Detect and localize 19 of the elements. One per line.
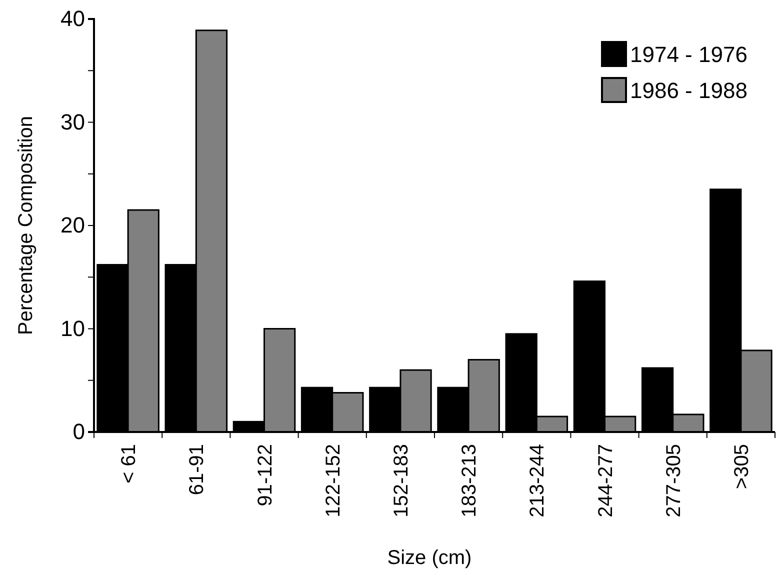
x-tick-label: 213-244 <box>526 444 549 518</box>
y-tick-label: 30 <box>60 109 85 134</box>
x-tick-label: 152-183 <box>390 444 412 518</box>
x-tick-label: 122-152 <box>322 444 344 518</box>
x-tick-label: 61-91 <box>186 444 208 496</box>
x-tick-label: 277-305 <box>662 444 685 518</box>
x-axis-title: Size (cm) <box>387 547 472 569</box>
x-tick-label: 91-122 <box>254 444 276 506</box>
y-tick-label: 0 <box>72 419 85 444</box>
y-tick-label: 10 <box>60 316 85 341</box>
x-tick-label: 183-213 <box>458 444 481 518</box>
legend-label: 1974 - 1976 <box>630 42 748 67</box>
x-tick-label: 244-277 <box>594 444 617 518</box>
x-tick-label: >305 <box>730 444 753 490</box>
y-tick-label: 40 <box>60 6 85 32</box>
x-tick-label: < 61 <box>118 444 140 484</box>
y-axis-title: Percentage Composition <box>15 116 37 336</box>
y-tick-label: 20 <box>60 212 85 238</box>
legend-label: 1986 - 1988 <box>630 78 748 103</box>
